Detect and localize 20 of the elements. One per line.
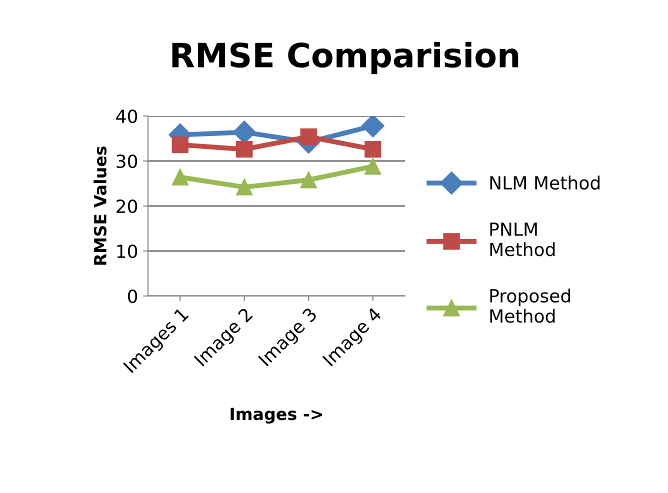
y-tick-label: 0: [128, 289, 138, 304]
y-tick-label: 30: [116, 154, 138, 168]
point: [361, 116, 384, 138]
x-axis-title: Images ->: [230, 408, 322, 424]
chart-title: RMSE Comparision: [172, 42, 518, 74]
point: [172, 168, 188, 186]
legend-label: PNLM Method: [490, 222, 555, 256]
point: [300, 128, 317, 146]
point: [236, 140, 253, 158]
y-tick-label: 10: [117, 244, 138, 258]
y-tick-label: 20: [116, 199, 138, 214]
legend-label: NLM Method: [490, 176, 600, 190]
point: [236, 178, 253, 196]
point: [364, 158, 382, 175]
point: [364, 140, 382, 158]
point: [300, 172, 317, 188]
y-axis-title: RMSE Values: [94, 146, 107, 265]
y-tick-label: 40: [116, 109, 138, 124]
point: [172, 136, 188, 154]
legend-label: Proposed Method: [490, 288, 570, 323]
